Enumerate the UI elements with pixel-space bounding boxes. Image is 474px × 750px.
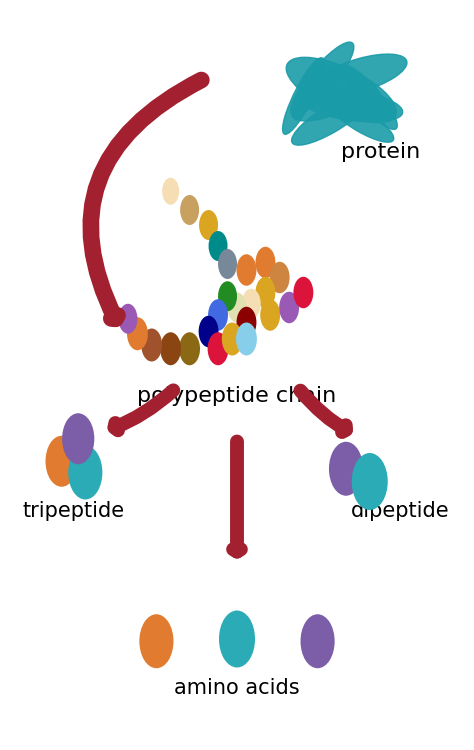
Circle shape xyxy=(260,299,280,331)
Text: tripeptide: tripeptide xyxy=(22,501,125,521)
Circle shape xyxy=(118,304,137,334)
Circle shape xyxy=(160,332,181,365)
Circle shape xyxy=(270,262,290,293)
Text: dipeptide: dipeptide xyxy=(351,501,450,521)
Ellipse shape xyxy=(313,54,407,96)
Ellipse shape xyxy=(292,92,372,146)
Circle shape xyxy=(236,322,257,356)
Circle shape xyxy=(228,292,246,322)
Circle shape xyxy=(162,178,179,205)
Circle shape xyxy=(127,317,148,350)
Circle shape xyxy=(237,307,256,338)
Circle shape xyxy=(301,614,335,668)
Circle shape xyxy=(279,292,299,323)
Circle shape xyxy=(255,277,275,308)
Circle shape xyxy=(208,299,228,331)
FancyArrowPatch shape xyxy=(91,80,201,319)
FancyArrowPatch shape xyxy=(233,442,241,551)
Circle shape xyxy=(237,254,256,286)
Ellipse shape xyxy=(291,42,354,116)
Circle shape xyxy=(209,231,228,261)
Circle shape xyxy=(199,316,219,347)
Circle shape xyxy=(352,453,388,510)
FancyArrowPatch shape xyxy=(301,391,346,432)
Text: polypeptide chain: polypeptide chain xyxy=(137,386,337,406)
Ellipse shape xyxy=(299,88,403,122)
Circle shape xyxy=(180,195,199,225)
Circle shape xyxy=(139,614,173,668)
Circle shape xyxy=(222,322,243,356)
Text: amino acids: amino acids xyxy=(174,678,300,698)
Text: protein: protein xyxy=(341,142,420,163)
Ellipse shape xyxy=(292,92,353,121)
Circle shape xyxy=(255,247,275,278)
Circle shape xyxy=(179,332,200,365)
Circle shape xyxy=(199,210,218,240)
Circle shape xyxy=(46,436,78,487)
Circle shape xyxy=(329,442,363,496)
Ellipse shape xyxy=(286,57,396,123)
Circle shape xyxy=(293,277,313,308)
Ellipse shape xyxy=(283,58,324,134)
Circle shape xyxy=(62,413,94,464)
Circle shape xyxy=(141,328,162,362)
Circle shape xyxy=(242,289,261,319)
FancyArrowPatch shape xyxy=(115,390,173,430)
Circle shape xyxy=(219,610,255,668)
Circle shape xyxy=(218,249,237,279)
Circle shape xyxy=(218,281,237,311)
Circle shape xyxy=(68,446,102,500)
Circle shape xyxy=(208,332,228,365)
Ellipse shape xyxy=(327,98,394,142)
Ellipse shape xyxy=(342,65,397,130)
